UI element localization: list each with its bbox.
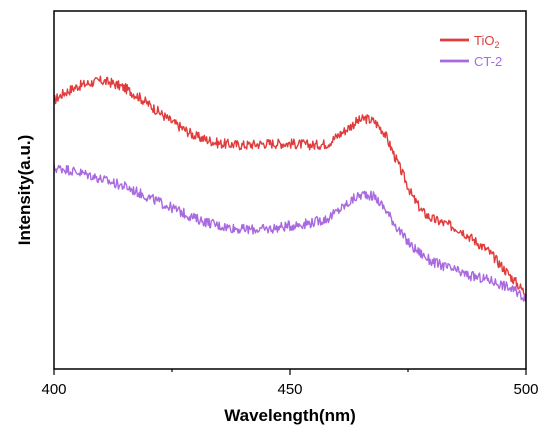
legend-label: CT-2: [474, 54, 502, 69]
plot-frame: [53, 10, 527, 370]
x-tick-label: 500: [513, 381, 538, 398]
legend-label: TiO2: [474, 33, 499, 50]
x-axis-title: Wavelength(nm): [224, 406, 356, 425]
x-tick-label: 400: [41, 381, 66, 398]
x-tick-label: 450: [277, 381, 302, 398]
ticks-layer: 400 450 500: [41, 369, 539, 398]
y-axis-title: Intensity(a.u.): [15, 135, 34, 246]
series-layer: [53, 75, 527, 302]
legend: TiO2 CT-2: [440, 33, 502, 69]
series-line-ct-2: [53, 164, 527, 302]
series-line-tio2: [53, 75, 527, 298]
